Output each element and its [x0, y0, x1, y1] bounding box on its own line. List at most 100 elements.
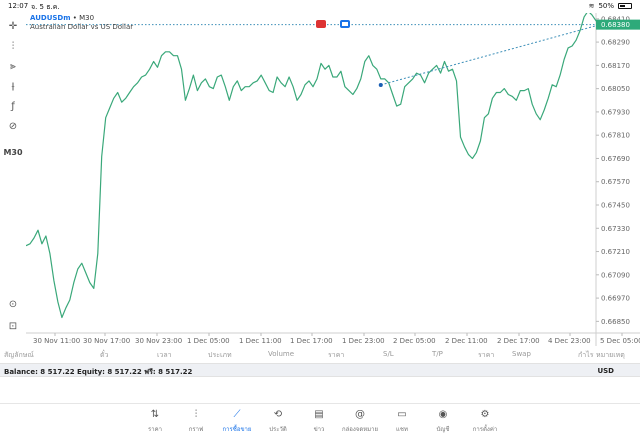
- crosshair-icon[interactable]: ✛: [8, 20, 18, 32]
- nav-chat-label: แชท: [396, 426, 408, 433]
- price-line: [26, 13, 601, 319]
- balance-currency: USD: [597, 367, 614, 375]
- x-tick-label: 1 Dec 05:00: [187, 337, 230, 345]
- settings-sliders-icon[interactable]: ⫲: [11, 80, 15, 92]
- y-tick-label: 0.67210: [601, 248, 630, 256]
- col-swap: Swap: [512, 350, 531, 358]
- function-icon[interactable]: ƒ: [11, 100, 15, 112]
- nav-history-label: ประวัติ: [269, 426, 287, 433]
- col-time: เวลา: [157, 351, 172, 359]
- candles-icon[interactable]: ⫶: [11, 40, 15, 52]
- mailbox-icon: @: [355, 409, 365, 420]
- col-volume: Volume: [268, 350, 295, 358]
- x-tick-label: 30 Nov 17:00: [83, 337, 130, 345]
- y-tick-label: 0.68410: [601, 15, 630, 23]
- trade-flag-icon[interactable]: ⊡: [8, 320, 18, 332]
- col-price: ราคา: [328, 351, 345, 359]
- x-tick-label: 30 Nov 23:00: [135, 337, 182, 345]
- y-tick-label: 0.66970: [601, 295, 630, 303]
- y-tick-label: 0.67690: [601, 155, 630, 163]
- x-tick-label: 5 Dec 05:00: [600, 337, 640, 345]
- col-sl: S/L: [383, 350, 394, 358]
- battery-percent: 50%: [598, 2, 614, 10]
- nav-chart-label: กราฟ: [188, 426, 204, 433]
- x-tick-label: 1 Dec 11:00: [239, 337, 282, 345]
- y-tick-label: 0.66850: [601, 318, 630, 326]
- x-tick-label: 2 Dec 11:00: [445, 337, 488, 345]
- left-toolbar: ✛ ⫶ ⫸ ⫲ ƒ ⊘ M30 ⊙ ⊡: [0, 13, 26, 346]
- account-icon: ◉: [438, 409, 448, 420]
- symbol-name: AUDUSDm: [30, 14, 71, 22]
- nav-quotes[interactable]: ⇅ ราคา: [135, 408, 175, 434]
- col-price-current: ราคา: [478, 351, 495, 359]
- objects-icon[interactable]: ⊘: [8, 120, 18, 132]
- x-tick-label: 1 Dec 23:00: [342, 337, 385, 345]
- buy-flag-icon[interactable]: [340, 20, 350, 28]
- bottom-nav: ⇅ ราคา ⫶ กราฟ ⟋ การซื้อขาย ⟲ ประวัติ ▤ ข…: [0, 403, 640, 447]
- y-tick-label: 0.68170: [601, 62, 630, 70]
- nav-chart[interactable]: ⫶ กราฟ: [176, 408, 216, 434]
- y-tick-label: 0.68290: [601, 39, 630, 47]
- chart-icon: ⫶: [194, 409, 198, 420]
- status-date: จ. 5 ธ.ค.: [31, 3, 60, 11]
- nav-news[interactable]: ▤ ข่าว: [299, 408, 339, 434]
- positions-header: สัญลักษณ์ ตั๋ว เวลา ประเภท Volume ราคา S…: [0, 347, 640, 361]
- zoom-icon[interactable]: ⊙: [8, 298, 18, 310]
- nav-settings[interactable]: ⚙ การตั้งค่า: [465, 408, 505, 434]
- status-bar: 12:07 จ. 5 ธ.ค. ≋ 50%: [0, 0, 640, 13]
- price-tag: [596, 19, 640, 30]
- col-comment: หมายเหตุ: [596, 351, 625, 359]
- quotes-icon: ⇅: [150, 409, 160, 420]
- balance-bar: Balance: 8 517.22 Equity: 8 517.22 ฟรี: …: [0, 363, 640, 377]
- trade-icon: ⟋: [233, 409, 241, 420]
- indicators-icon[interactable]: ⫸: [10, 60, 16, 72]
- y-tick-label: 0.67090: [601, 271, 630, 279]
- nav-settings-label: การตั้งค่า: [472, 426, 498, 433]
- nav-quotes-label: ราคา: [148, 426, 162, 433]
- nav-history[interactable]: ⟲ ประวัติ: [258, 408, 298, 434]
- nav-chat[interactable]: ▭ แชท: [382, 408, 422, 434]
- symbol-timeframe: • M30: [72, 14, 95, 22]
- trend-start-marker: [378, 82, 383, 87]
- nav-account[interactable]: ◉ บัญชี: [423, 408, 463, 434]
- history-icon: ⟲: [273, 409, 283, 420]
- timeframe-button[interactable]: M30: [3, 147, 23, 157]
- x-tick-label: 2 Dec 05:00: [393, 337, 436, 345]
- y-tick-label: 0.67450: [601, 202, 630, 210]
- y-tick-label: 0.68050: [601, 85, 630, 93]
- nav-mailbox[interactable]: @ กล่องจดหมาย: [340, 408, 380, 434]
- symbol-header: AUDUSDm • M30: [30, 14, 94, 22]
- news-icon: ▤: [314, 409, 324, 420]
- chart-canvas[interactable]: 0.68410 0.68290 0.68170 0.68050 0.67930 0.678…: [26, 13, 640, 346]
- nav-account-label: บัญชี: [436, 426, 450, 433]
- sell-flag-icon[interactable]: [316, 20, 326, 28]
- y-tick-label: 0.67330: [601, 225, 630, 233]
- price-chart[interactable]: 0.68410 0.68290 0.68170 0.68050 0.67930 0.678…: [26, 13, 640, 346]
- nav-trade[interactable]: ⟋ การซื้อขาย: [217, 408, 257, 434]
- balance-text: Balance: 8 517.22 Equity: 8 517.22 ฟรี: …: [4, 368, 193, 376]
- x-tick-label: 30 Nov 11:00: [33, 337, 80, 345]
- wifi-icon: ≋: [588, 2, 595, 10]
- symbol-description: Australian Dollar vs US Dollar: [30, 23, 134, 31]
- col-tp: T/P: [432, 350, 443, 358]
- price-tag-label: 0.68380: [601, 21, 630, 29]
- battery-icon: [618, 3, 632, 9]
- trend-line: [380, 24, 601, 86]
- y-tick-label: 0.67930: [601, 108, 630, 116]
- nav-trade-label: การซื้อขาย: [222, 426, 252, 433]
- y-tick-label: 0.67810: [601, 132, 630, 140]
- nav-news-label: ข่าว: [313, 426, 325, 433]
- x-tick-label: 1 Dec 17:00: [290, 337, 333, 345]
- x-tick-label: 4 Dec 23:00: [548, 337, 591, 345]
- settings-icon: ⚙: [480, 409, 490, 420]
- col-type: ประเภท: [208, 351, 232, 359]
- nav-mailbox-label: กล่องจดหมาย: [341, 426, 379, 433]
- chat-icon: ▭: [397, 409, 407, 420]
- col-ticket: ตั๋ว: [100, 351, 109, 359]
- col-profit: กำไร: [578, 351, 594, 359]
- status-time: 12:07: [8, 2, 29, 10]
- status-right: ≋ 50%: [589, 2, 632, 10]
- col-symbol: สัญลักษณ์: [4, 351, 34, 359]
- x-tick-label: 2 Dec 17:00: [497, 337, 540, 345]
